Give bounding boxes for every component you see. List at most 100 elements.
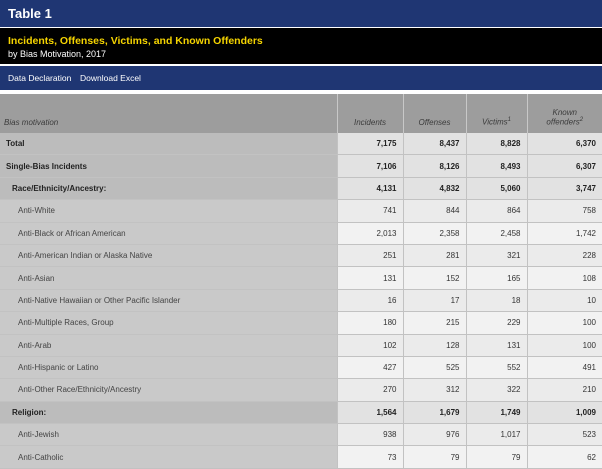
row-label: Anti-Catholic bbox=[0, 445, 338, 469]
cell-offenders: 6,307 bbox=[527, 154, 602, 178]
cell-offenses: 152 bbox=[403, 266, 467, 290]
row-label: Anti-Black or African American bbox=[0, 222, 338, 245]
cell-offenders: 210 bbox=[527, 378, 602, 402]
cell-offenses: 4,832 bbox=[403, 177, 467, 201]
cell-incidents: 73 bbox=[337, 445, 404, 469]
table-row: Anti-Multiple Races, Group 180 215 229 1… bbox=[0, 311, 602, 335]
table-label: Table 1 bbox=[8, 6, 52, 21]
cell-victims: 18 bbox=[466, 289, 528, 313]
row-label: Anti-Other Race/Ethnicity/Ancestry bbox=[0, 378, 338, 402]
cell-victims: 2,458 bbox=[466, 222, 528, 245]
row-label: Anti-Jewish bbox=[0, 423, 338, 447]
table-subtitle: by Bias Motivation, 2017 bbox=[8, 49, 107, 59]
cell-incidents: 1,564 bbox=[337, 401, 404, 425]
cell-incidents: 270 bbox=[337, 378, 404, 402]
col-header-bias: Bias motivation bbox=[0, 94, 338, 133]
table-row: Anti-Asian 131 152 165 108 bbox=[0, 266, 602, 290]
cell-incidents: 741 bbox=[337, 199, 404, 223]
row-label: Single-Bias Incidents bbox=[0, 154, 338, 178]
cell-offenses: 2,358 bbox=[403, 222, 467, 245]
row-label: Anti-Native Hawaiian or Other Pacific Is… bbox=[0, 289, 338, 313]
cell-victims: 864 bbox=[466, 199, 528, 223]
table-title-bar: Table 1 bbox=[0, 0, 602, 27]
cell-incidents: 251 bbox=[337, 244, 404, 268]
cell-incidents: 938 bbox=[337, 423, 404, 447]
data-table: Bias motivation Incidents Offenses Victi… bbox=[0, 94, 602, 469]
cell-incidents: 102 bbox=[337, 334, 404, 357]
table-header-row: Bias motivation Incidents Offenses Victi… bbox=[0, 94, 602, 133]
cell-incidents: 7,175 bbox=[337, 133, 404, 156]
cell-offenses: 79 bbox=[403, 445, 467, 469]
row-label: Anti-Arab bbox=[0, 334, 338, 357]
cell-incidents: 4,131 bbox=[337, 177, 404, 201]
cell-victims: 229 bbox=[466, 311, 528, 335]
col-header-offenders: Known offenders2 bbox=[527, 94, 602, 133]
cell-offenders: 491 bbox=[527, 356, 602, 380]
cell-victims: 322 bbox=[466, 378, 528, 402]
cell-victims: 131 bbox=[466, 334, 528, 357]
cell-offenders: 1,009 bbox=[527, 401, 602, 425]
table-title: Incidents, Offenses, Victims, and Known … bbox=[8, 35, 263, 47]
table-row: Single-Bias Incidents 7,106 8,126 8,493 … bbox=[0, 154, 602, 178]
col-header-incidents: Incidents bbox=[337, 94, 404, 133]
cell-offenses: 525 bbox=[403, 356, 467, 380]
cell-offenses: 17 bbox=[403, 289, 467, 313]
table-row: Anti-White 741 844 864 758 bbox=[0, 199, 602, 223]
cell-offenses: 128 bbox=[403, 334, 467, 357]
data-declaration-link[interactable]: Data Declaration bbox=[8, 73, 72, 83]
table-header: Incidents, Offenses, Victims, and Known … bbox=[0, 28, 602, 64]
table-row: Anti-Native Hawaiian or Other Pacific Is… bbox=[0, 289, 602, 313]
table-row: Anti-Other Race/Ethnicity/Ancestry 270 3… bbox=[0, 378, 602, 402]
cell-incidents: 180 bbox=[337, 311, 404, 335]
cell-offenders: 62 bbox=[527, 445, 602, 469]
cell-offenses: 8,126 bbox=[403, 154, 467, 178]
cell-victims: 1,017 bbox=[466, 423, 528, 447]
cell-offenders: 3,747 bbox=[527, 177, 602, 201]
download-excel-link[interactable]: Download Excel bbox=[80, 73, 141, 83]
table-row: Anti-Black or African American 2,013 2,3… bbox=[0, 222, 602, 245]
col-header-offenses: Offenses bbox=[403, 94, 467, 133]
table-row: Race/Ethnicity/Ancestry: 4,131 4,832 5,0… bbox=[0, 177, 602, 201]
cell-victims: 321 bbox=[466, 244, 528, 268]
row-label: Total bbox=[0, 133, 338, 156]
table-row: Religion: 1,564 1,679 1,749 1,009 bbox=[0, 401, 602, 425]
cell-offenders: 10 bbox=[527, 289, 602, 313]
cell-offenders: 100 bbox=[527, 334, 602, 357]
cell-offenses: 976 bbox=[403, 423, 467, 447]
table-row: Anti-Hispanic or Latino 427 525 552 491 bbox=[0, 356, 602, 380]
action-bar: Data Declaration Download Excel bbox=[0, 66, 602, 90]
table-row: Total 7,175 8,437 8,828 6,370 bbox=[0, 133, 602, 156]
cell-offenders: 758 bbox=[527, 199, 602, 223]
table-row: Anti-Catholic 73 79 79 62 bbox=[0, 445, 602, 469]
row-label: Anti-American Indian or Alaska Native bbox=[0, 244, 338, 268]
row-label: Race/Ethnicity/Ancestry: bbox=[0, 177, 338, 201]
cell-offenders: 1,742 bbox=[527, 222, 602, 245]
cell-victims: 8,828 bbox=[466, 133, 528, 156]
cell-offenses: 312 bbox=[403, 378, 467, 402]
cell-offenders: 108 bbox=[527, 266, 602, 290]
cell-offenders: 6,370 bbox=[527, 133, 602, 156]
cell-offenders: 100 bbox=[527, 311, 602, 335]
cell-incidents: 16 bbox=[337, 289, 404, 313]
row-label: Anti-Hispanic or Latino bbox=[0, 356, 338, 380]
cell-incidents: 427 bbox=[337, 356, 404, 380]
row-label: Religion: bbox=[0, 401, 338, 425]
cell-offenses: 281 bbox=[403, 244, 467, 268]
cell-offenses: 8,437 bbox=[403, 133, 467, 156]
cell-victims: 8,493 bbox=[466, 154, 528, 178]
table-row: Anti-American Indian or Alaska Native 25… bbox=[0, 244, 602, 268]
row-label: Anti-Multiple Races, Group bbox=[0, 311, 338, 335]
cell-incidents: 131 bbox=[337, 266, 404, 290]
cell-offenses: 1,679 bbox=[403, 401, 467, 425]
cell-incidents: 2,013 bbox=[337, 222, 404, 245]
table-row: Anti-Arab 102 128 131 100 bbox=[0, 334, 602, 357]
row-label: Anti-White bbox=[0, 199, 338, 223]
cell-victims: 5,060 bbox=[466, 177, 528, 201]
cell-offenses: 844 bbox=[403, 199, 467, 223]
cell-incidents: 7,106 bbox=[337, 154, 404, 178]
cell-victims: 1,749 bbox=[466, 401, 528, 425]
row-label: Anti-Asian bbox=[0, 266, 338, 290]
col-header-victims: Victims1 bbox=[466, 94, 528, 133]
cell-victims: 79 bbox=[466, 445, 528, 469]
cell-offenders: 228 bbox=[527, 244, 602, 268]
